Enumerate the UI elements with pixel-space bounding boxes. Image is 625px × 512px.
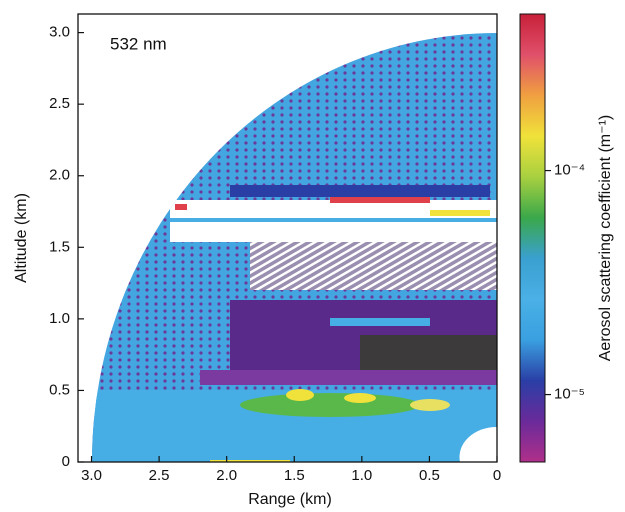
y-tick-label: 1.5 [49,238,70,255]
plot-frame [77,13,498,463]
colorbar [519,13,546,463]
y-tick-label: 2.0 [49,167,70,184]
x-tick-label: 1.0 [351,467,372,484]
x-tick-label: 2.5 [149,467,170,484]
y-tick-label: 3.0 [49,24,70,41]
colorbar-tick-label: 10⁻⁵ [554,386,585,403]
x-axis-label: Range (km) [248,491,332,508]
x-tick-label: 1.5 [284,467,305,484]
y-tick-label: 2.5 [49,95,70,112]
scan-image [92,33,497,462]
blind-zone [459,426,497,462]
x-tick-label: 0.5 [419,467,440,484]
colorbar-tick-label: 10⁻⁴ [554,162,585,179]
x-tick-label: 0 [493,467,501,484]
annotation: 532 nm [110,34,167,53]
x-tick-label: 2.0 [216,467,237,484]
y-axis-label: Altitude (km) [13,193,30,283]
y-tick-label: 1.0 [49,310,70,327]
y-tick-label: 0 [62,453,70,470]
x-tick-label: 3.0 [81,467,102,484]
colorbar-label: Aerosol scattering coefficient (m⁻¹) [597,115,614,361]
y-tick-label: 0.5 [49,381,70,398]
